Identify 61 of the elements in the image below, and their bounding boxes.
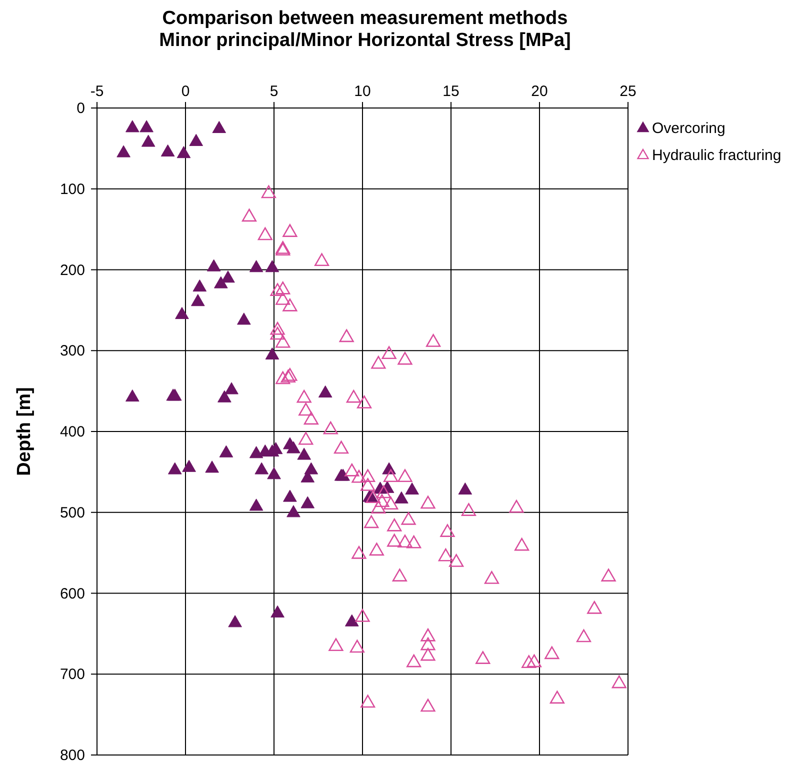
point — [267, 467, 281, 480]
y-tick-label: 700 — [60, 666, 85, 684]
point — [176, 146, 191, 158]
point — [300, 496, 315, 508]
x-tick-label: 25 — [620, 83, 636, 100]
chart-title: Comparison between measurement methods Minor principal/Minor Horizontal Stress [MPa] — [159, 8, 571, 51]
point — [116, 145, 130, 158]
point — [283, 490, 297, 502]
y-tick-label: 100 — [60, 180, 85, 198]
legend-label: Hydraulic fracturing — [652, 147, 782, 164]
point — [228, 615, 242, 628]
legend-label: Overcoring — [652, 120, 726, 137]
point — [270, 605, 284, 618]
x-tick-label: 5 — [270, 83, 278, 100]
point — [175, 306, 189, 320]
point — [212, 120, 226, 134]
y-tick-label: 600 — [60, 585, 85, 602]
x-tick-label: 0 — [181, 83, 190, 100]
point — [458, 482, 472, 495]
point — [160, 144, 175, 156]
x-tick-label: 15 — [442, 83, 460, 100]
x-tick-label: -5 — [90, 83, 104, 100]
point — [190, 294, 205, 306]
point — [254, 462, 269, 474]
point — [318, 385, 332, 398]
point — [297, 448, 311, 460]
point — [249, 260, 264, 272]
point — [265, 347, 280, 360]
y-tick-label: 800 — [60, 747, 85, 764]
point — [237, 312, 251, 325]
y-tick-label: 400 — [60, 424, 85, 440]
x-tick-label: 10 — [354, 83, 371, 100]
point — [344, 614, 359, 626]
point — [126, 389, 140, 402]
point — [140, 120, 154, 132]
point — [221, 270, 235, 283]
point — [249, 446, 264, 458]
point — [182, 460, 196, 472]
point — [219, 445, 234, 458]
point — [405, 482, 419, 495]
point — [168, 462, 182, 474]
point — [224, 382, 238, 394]
x-tick-label: 20 — [531, 83, 548, 100]
point — [286, 441, 300, 454]
point — [286, 505, 300, 518]
point — [192, 279, 207, 292]
point — [265, 260, 280, 272]
point — [394, 491, 408, 504]
point — [126, 120, 140, 132]
point — [189, 134, 204, 146]
y-tick-label: 0 — [76, 100, 85, 117]
point — [218, 390, 232, 402]
y-tick-label: 500 — [60, 504, 85, 522]
point — [214, 276, 228, 288]
point — [141, 134, 156, 147]
point — [249, 498, 264, 511]
y-axis-title: Depth [m] — [14, 387, 35, 476]
point — [206, 259, 221, 272]
y-tick-label: 300 — [60, 342, 85, 360]
y-tick-label: 200 — [60, 262, 85, 279]
point — [205, 460, 219, 473]
